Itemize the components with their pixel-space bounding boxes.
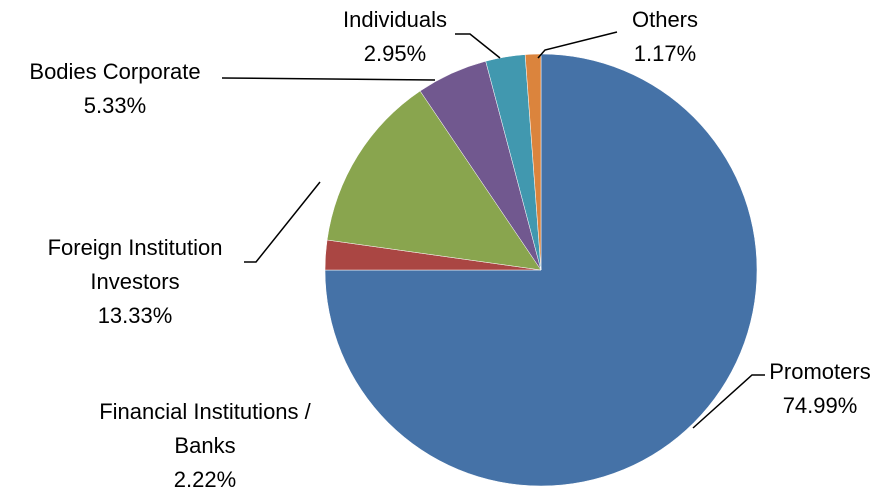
category-label: Individuals — [343, 7, 447, 32]
slices — [324, 53, 758, 487]
category-label: Promoters — [769, 359, 871, 384]
value-label: 13.33% — [97, 303, 173, 328]
value-label: 2.22% — [173, 467, 237, 492]
leader-line — [537, 31, 618, 59]
category-label: Bodies Corporate — [29, 59, 201, 84]
slice-label: Promoters 74.99% — [752, 355, 888, 423]
leader-line — [244, 181, 321, 263]
value-label: 2.95% — [363, 41, 427, 66]
category-label: Financial Institutions / Banks — [99, 399, 311, 458]
slice-label: Individuals 2.95% — [325, 3, 465, 71]
leader-line — [221, 77, 436, 81]
slice-label: Others 1.17% — [595, 3, 735, 71]
leader-line — [455, 33, 501, 59]
value-label: 1.17% — [633, 41, 697, 66]
pie-slice — [326, 90, 542, 271]
slice-label: Foreign Institution Investors 13.33% — [10, 231, 260, 333]
value-label: 5.33% — [83, 93, 147, 118]
slice-label: Bodies Corporate 5.33% — [0, 55, 230, 123]
value-label: 74.99% — [782, 393, 858, 418]
category-label: Others — [631, 7, 699, 32]
leader-line — [692, 374, 765, 429]
category-label: Foreign Institution Investors — [47, 235, 223, 294]
slice-label: Financial Institutions / Banks 2.22% — [70, 395, 340, 497]
